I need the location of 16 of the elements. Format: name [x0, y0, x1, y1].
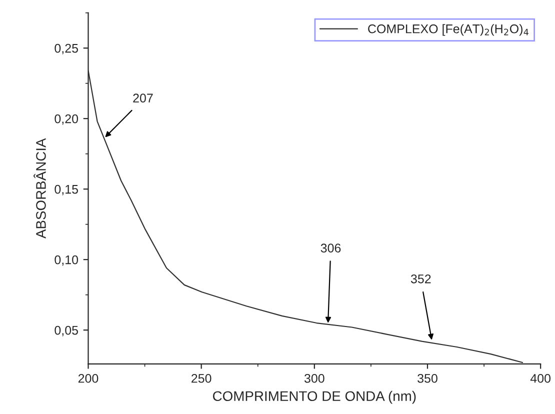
x-tick-label: 250 — [192, 374, 212, 383]
x-tick-label: 400 — [530, 374, 551, 383]
x-tick-label: 350 — [418, 374, 438, 383]
y-tick-label: 0,05 — [54, 326, 78, 336]
annotation: 207 — [133, 94, 153, 103]
y-axis-title: ABSORBÂNCIA — [34, 138, 46, 239]
x-tick-label: 300 — [304, 374, 324, 383]
y-tick-label: 0,10 — [54, 255, 78, 266]
x-tick-label: 200 — [78, 374, 98, 383]
y-tick-label: 0,15 — [54, 184, 78, 196]
annotation: 306 — [320, 244, 341, 253]
y-tick-label: 0,20 — [54, 114, 78, 125]
annotation: 352 — [410, 274, 431, 284]
y-tick-label: 0,25 — [54, 44, 78, 54]
x-axis-title: COMPRIMENTO DE ONDA (nm) — [212, 390, 416, 404]
legend-label: COMPLEXO [Fe(AT)$_{2}$(H$_{2}$O)$_{4}$ — [368, 24, 528, 36]
